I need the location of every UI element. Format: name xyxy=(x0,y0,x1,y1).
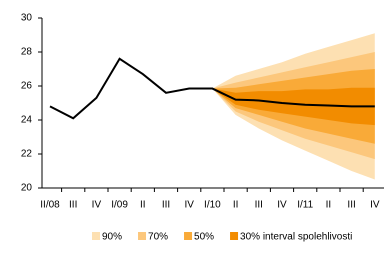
x-tick-label: I/10 xyxy=(204,200,221,211)
y-tick-label: 22 xyxy=(21,149,33,160)
y-tick-label: 20 xyxy=(21,183,33,194)
legend-label: 90% xyxy=(102,232,122,243)
x-tick-label: III xyxy=(162,200,170,211)
y-tick-label: 24 xyxy=(21,115,33,126)
fan-band xyxy=(212,87,375,126)
x-tick-label: II xyxy=(140,200,146,211)
data-line xyxy=(49,57,375,120)
legend-swatch xyxy=(230,232,239,240)
legend-swatch xyxy=(184,232,193,240)
x-tick-label: IV xyxy=(92,200,102,211)
x-tick-label: IV xyxy=(370,200,380,211)
x-tick-label: III xyxy=(69,200,77,211)
y-tick-label: 30 xyxy=(21,13,33,24)
legend-label: 70% xyxy=(148,232,168,243)
x-tick-label: II xyxy=(326,200,332,211)
legend-swatch xyxy=(138,232,147,240)
legend-swatch xyxy=(92,232,100,240)
x-tick-label: I/11 xyxy=(297,200,313,211)
x-tick-label: IV xyxy=(184,200,194,211)
x-tick-label: II xyxy=(233,200,239,211)
x-tick-label: II/08 xyxy=(40,200,60,211)
y-tick-label: 28 xyxy=(21,47,33,58)
x-tick-label: III xyxy=(255,200,263,211)
x-tick-label: III xyxy=(347,200,355,211)
x-tick-label: I/09 xyxy=(111,200,128,211)
x-tick-label: IV xyxy=(277,200,287,211)
y-tick-label: 26 xyxy=(21,81,33,92)
legend-label: 50% xyxy=(194,232,214,243)
legend-label: 30% interval spolehlivosti xyxy=(240,232,352,243)
